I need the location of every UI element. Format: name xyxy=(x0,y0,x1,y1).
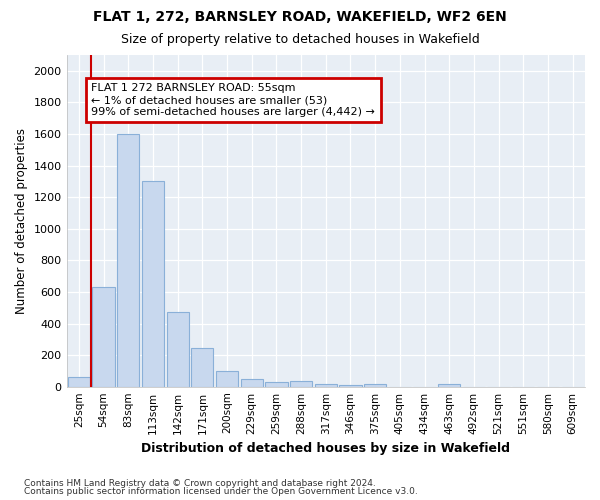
Bar xyxy=(340,385,362,386)
Bar xyxy=(241,379,263,386)
Bar xyxy=(438,384,460,386)
Bar xyxy=(265,382,287,386)
Bar xyxy=(92,287,115,386)
Text: Size of property relative to detached houses in Wakefield: Size of property relative to detached ho… xyxy=(121,32,479,46)
Bar xyxy=(314,384,337,386)
Text: FLAT 1, 272, BARNSLEY ROAD, WAKEFIELD, WF2 6EN: FLAT 1, 272, BARNSLEY ROAD, WAKEFIELD, W… xyxy=(93,10,507,24)
Bar xyxy=(290,381,312,386)
Text: FLAT 1 272 BARNSLEY ROAD: 55sqm
← 1% of detached houses are smaller (53)
99% of : FLAT 1 272 BARNSLEY ROAD: 55sqm ← 1% of … xyxy=(91,84,375,116)
Text: Contains public sector information licensed under the Open Government Licence v3: Contains public sector information licen… xyxy=(24,487,418,496)
Bar xyxy=(142,182,164,386)
Bar xyxy=(167,312,189,386)
Bar xyxy=(117,134,139,386)
Bar xyxy=(216,371,238,386)
Bar xyxy=(68,377,90,386)
Text: Contains HM Land Registry data © Crown copyright and database right 2024.: Contains HM Land Registry data © Crown c… xyxy=(24,478,376,488)
Bar xyxy=(191,348,214,387)
X-axis label: Distribution of detached houses by size in Wakefield: Distribution of detached houses by size … xyxy=(141,442,510,455)
Y-axis label: Number of detached properties: Number of detached properties xyxy=(15,128,28,314)
Bar xyxy=(364,384,386,386)
